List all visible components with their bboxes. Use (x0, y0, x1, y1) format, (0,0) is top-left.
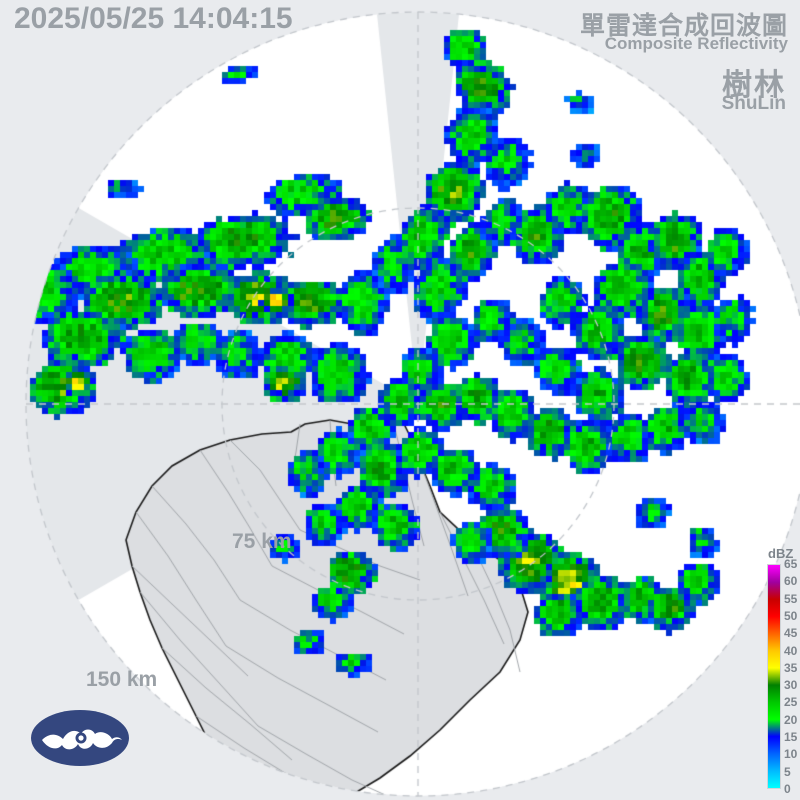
legend-tick-55: 55 (784, 591, 798, 606)
legend-tick-5: 5 (784, 764, 791, 779)
product-title-en: Composite Reflectivity (604, 34, 788, 53)
legend-tick-45: 45 (784, 626, 798, 641)
cwa-logo (31, 710, 129, 766)
range-ring-label-75km: 75 km (232, 530, 292, 553)
timestamp-label: 2025/05/25 14:04:15 (14, 2, 293, 35)
legend-tick-20: 20 (784, 712, 798, 727)
dbz-color-legend: dBZ 0 5 10 15 20 25 30 35 40 45 50 55 60 65 (762, 546, 800, 796)
legend-tick-60: 60 (784, 574, 798, 589)
legend-tick-25: 25 (784, 695, 798, 710)
legend-tick-0: 0 (784, 782, 791, 796)
product-title-zh: 單雷達合成回波圖 (579, 12, 788, 40)
range-ring-label-150km: 150 km (86, 668, 158, 691)
legend-tick-15: 15 (784, 730, 798, 745)
legend-tick-labels: 0 5 10 15 20 25 30 35 40 45 50 55 60 65 (783, 557, 800, 796)
legend-unit-label: dBZ (768, 546, 794, 561)
legend-tick-30: 30 (784, 678, 798, 693)
legend-tick-40: 40 (784, 643, 798, 658)
legend-tick-10: 10 (784, 747, 798, 762)
station-name-en: ShuLin (721, 93, 786, 114)
legend-tick-50: 50 (784, 608, 798, 623)
legend-color-bar (767, 564, 781, 789)
legend-tick-35: 35 (784, 660, 798, 675)
legend-tick-65: 65 (784, 557, 798, 571)
station-name-zh: 樹林 (722, 69, 786, 102)
